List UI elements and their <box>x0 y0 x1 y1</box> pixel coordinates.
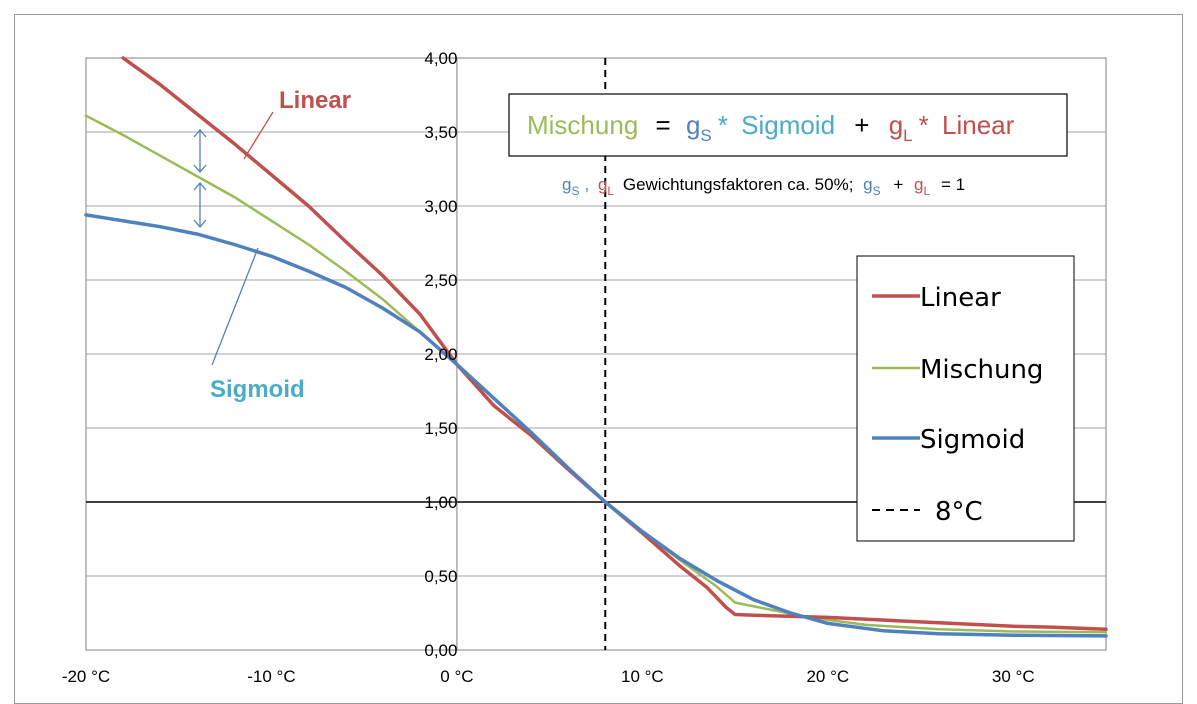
linear-label: Linear <box>279 87 351 114</box>
x-tick-label: 20 °C <box>806 667 849 686</box>
legend: Linear Mischung Sigmoid 8°C <box>856 255 1075 542</box>
linear-leader-line <box>243 111 274 160</box>
y-tick-label: 1,00 <box>424 493 457 512</box>
legend-box <box>856 255 1075 542</box>
series-line-sigmoid <box>84 213 1108 638</box>
x-tick-label: 30 °C <box>992 667 1035 686</box>
y-tick-label: 3,00 <box>424 197 457 216</box>
double-arrow-icon <box>193 129 207 173</box>
y-tick-label: 2,50 <box>424 271 457 290</box>
y-tick-label: 4,00 <box>424 49 457 68</box>
series-layer <box>84 56 1108 638</box>
x-tick-label: 10 °C <box>621 667 664 686</box>
formula-box: Mischung = gS * Sigmoid + gL * Linear <box>508 93 1068 157</box>
y-tick-label: 0,50 <box>424 567 457 586</box>
legend-label: 8°C <box>935 497 983 527</box>
plot-area-border <box>85 57 1107 651</box>
annotation-layer: Linear Sigmoid <box>193 87 351 403</box>
x-tick-label: -20 °C <box>62 667 110 686</box>
x-tick-label: -10 °C <box>247 667 295 686</box>
axis-labels: 0,00 0,50 1,00 1,50 2,00 2,50 3,00 3,50 4,00 -20 … <box>62 49 1035 686</box>
chart: 0,00 0,50 1,00 1,50 2,00 2,50 3,00 3,50 4,00 -20 … <box>62 49 1108 686</box>
y-tick-label: 1,50 <box>424 419 457 438</box>
legend-items: Linear Mischung Sigmoid 8°C <box>872 283 1043 527</box>
formula-text: Mischung = gS * Sigmoid + gL * Linear <box>527 110 1015 145</box>
sigmoid-leader-line <box>211 247 259 366</box>
legend-label: Linear <box>920 283 1001 313</box>
y-tick-label: 0,00 <box>424 641 457 660</box>
weight-note: gS, gL Gewichtungsfaktoren ca. 50%; gS +… <box>562 175 965 199</box>
y-tick-label: 3,50 <box>424 123 457 142</box>
double-arrow-icon <box>193 182 207 228</box>
legend-label: Mischung <box>920 355 1043 385</box>
plot-border <box>85 57 1107 651</box>
y-tick-label: 2,00 <box>424 345 457 364</box>
sigmoid-label: Sigmoid <box>210 376 305 403</box>
legend-label: Sigmoid <box>920 425 1025 455</box>
x-tick-label: 0 °C <box>440 667 473 686</box>
